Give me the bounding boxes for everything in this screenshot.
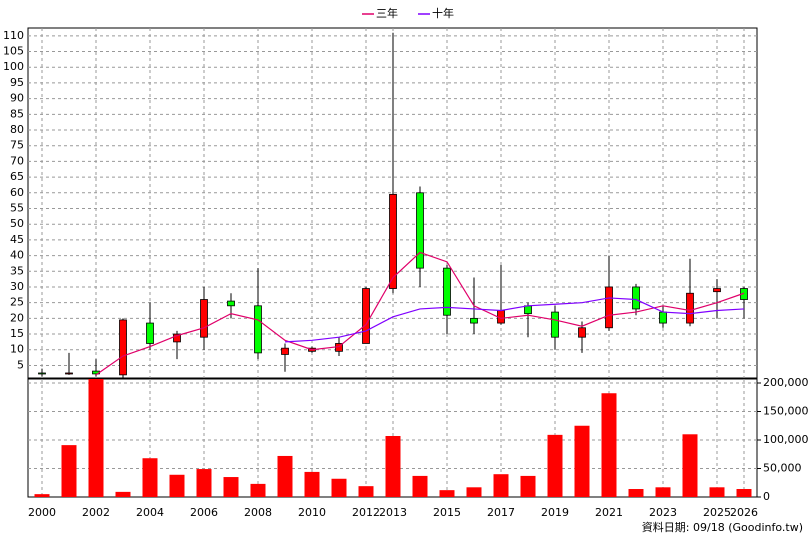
candle-body xyxy=(578,327,586,338)
footer: 資料日期: 09/18 (Goodinfo.tw) xyxy=(642,520,803,534)
legend-label: 十年 xyxy=(432,6,454,20)
y2-tick-label: 0 xyxy=(763,490,770,503)
candle-body xyxy=(362,288,370,344)
candle-body xyxy=(254,305,262,354)
x-tick-label: 2026 xyxy=(730,506,758,519)
y-tick-label: 35 xyxy=(10,264,24,277)
candle-body xyxy=(470,317,478,324)
volume-bar xyxy=(169,474,185,497)
y-tick-label: 10 xyxy=(10,343,24,356)
candle-body xyxy=(146,322,154,344)
volume-bar xyxy=(331,478,347,497)
y-tick-label: 50 xyxy=(10,217,24,230)
volume-bar xyxy=(277,455,293,497)
y-tick-label: 100 xyxy=(3,60,24,73)
volume-bar xyxy=(304,471,320,497)
volume-bar xyxy=(142,458,158,497)
x-tick-label: 2013 xyxy=(379,506,407,519)
candle-body xyxy=(686,292,694,324)
y-tick-label: 80 xyxy=(10,123,24,136)
volume-bar xyxy=(682,434,698,497)
x-tick-label: 2021 xyxy=(595,506,623,519)
candle-body xyxy=(605,286,613,329)
candle-body xyxy=(38,372,46,375)
ma-line xyxy=(284,297,745,343)
volume-bar xyxy=(520,475,536,497)
candle-body xyxy=(227,300,235,307)
volume-bar xyxy=(601,393,617,497)
candle-body xyxy=(713,288,721,293)
x-tick-label: 2010 xyxy=(298,506,326,519)
y2-tick-label: 200,000 xyxy=(763,376,808,389)
y-tick-label: 70 xyxy=(10,154,24,167)
volume-bar xyxy=(493,474,509,497)
y-tick-label: 40 xyxy=(10,249,24,262)
volume-bar xyxy=(385,436,401,497)
x-tick-label: 2023 xyxy=(649,506,677,519)
candle-body xyxy=(281,347,289,355)
volume-bar xyxy=(223,477,239,497)
y-tick-label: 105 xyxy=(3,45,24,58)
volume-bar xyxy=(709,487,725,497)
y-tick-label: 95 xyxy=(10,76,24,89)
candle-body xyxy=(200,299,208,338)
x-tick-label: 2002 xyxy=(82,506,110,519)
volume-bar xyxy=(574,425,590,497)
volume-bar xyxy=(115,491,131,497)
volume-bar xyxy=(196,469,212,497)
y2-tick-label: 100,000 xyxy=(763,433,808,446)
volume-bar xyxy=(655,487,671,497)
candle-body xyxy=(173,333,181,343)
candle-body xyxy=(443,267,451,316)
candle-body xyxy=(119,319,127,376)
candle-body xyxy=(659,311,667,324)
y-tick-label: 30 xyxy=(10,280,24,293)
y-tick-label: 85 xyxy=(10,107,24,120)
volume-bar xyxy=(88,379,104,497)
y2-tick-label: 50,000 xyxy=(763,461,802,474)
candle-body xyxy=(65,372,73,375)
volume-bar xyxy=(358,486,374,497)
y-tick-label: 45 xyxy=(10,233,24,246)
volume-bar xyxy=(736,489,752,497)
x-tick-label: 2012 xyxy=(352,506,380,519)
x-tick-label: 2015 xyxy=(433,506,461,519)
y-tick-label: 20 xyxy=(10,311,24,324)
volume-bar xyxy=(466,487,482,497)
y-tick-label: 5 xyxy=(17,358,24,371)
volume-bar xyxy=(250,483,266,497)
x-tick-label: 2000 xyxy=(28,506,56,519)
x-tick-label: 2004 xyxy=(136,506,164,519)
volume-bar xyxy=(34,494,50,497)
y-tick-label: 75 xyxy=(10,139,24,152)
x-tick-label: 2006 xyxy=(190,506,218,519)
y-tick-label: 110 xyxy=(3,29,24,42)
volume-bar xyxy=(412,475,428,497)
candle-body xyxy=(551,311,559,338)
y-tick-label: 25 xyxy=(10,296,24,309)
x-tick-label: 2017 xyxy=(487,506,515,519)
y2-tick-label: 150,000 xyxy=(763,404,808,417)
candle-body xyxy=(416,192,424,269)
y-tick-label: 55 xyxy=(10,201,24,214)
x-tick-label: 2025 xyxy=(703,506,731,519)
y-tick-label: 60 xyxy=(10,186,24,199)
legend-label: 三年 xyxy=(376,6,398,20)
volume-bar xyxy=(547,434,563,497)
x-tick-label: 2008 xyxy=(244,506,272,519)
candle-body xyxy=(524,305,532,315)
candle-body xyxy=(389,193,397,289)
ma-line xyxy=(95,251,745,376)
y-tick-label: 65 xyxy=(10,170,24,183)
volume-bar xyxy=(628,489,644,497)
volume-bar xyxy=(439,490,455,497)
y-tick-label: 15 xyxy=(10,327,24,340)
volume-bar xyxy=(61,445,77,497)
y-tick-label: 90 xyxy=(10,92,24,105)
x-tick-label: 2019 xyxy=(541,506,569,519)
candle-body xyxy=(632,286,640,310)
